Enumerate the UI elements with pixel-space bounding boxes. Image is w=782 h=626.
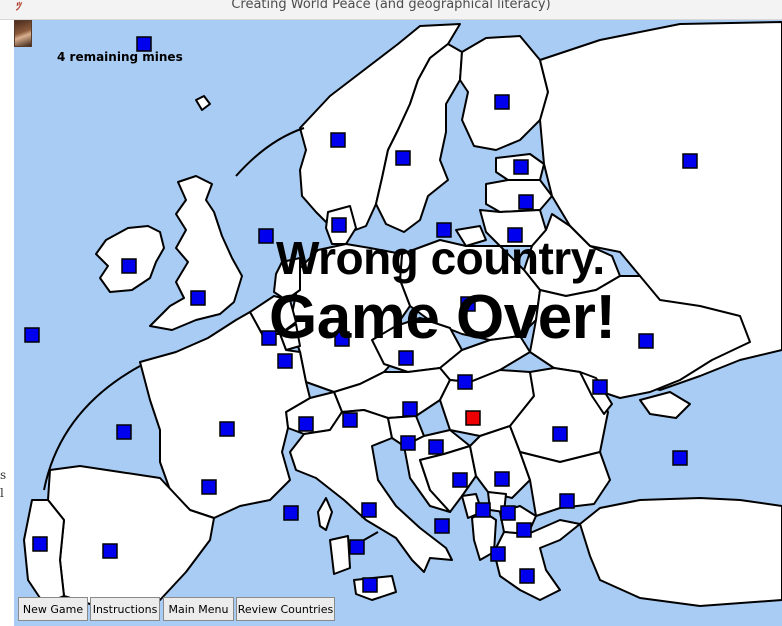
new-game-button[interactable]: New Game: [18, 597, 88, 621]
country-marker[interactable]: [518, 194, 534, 210]
country-bulgaria[interactable]: [519, 451, 611, 517]
country-marker[interactable]: [190, 290, 206, 306]
country-marker[interactable]: [24, 327, 40, 343]
title-bar: ﾂ Creating World Peace (and geographical…: [0, 0, 782, 20]
country-france[interactable]: [139, 311, 311, 519]
country-marker[interactable]: [434, 518, 450, 534]
instructions-button[interactable]: Instructions: [90, 597, 160, 621]
country-marker[interactable]: [342, 412, 358, 428]
country-marker[interactable]: [513, 159, 529, 175]
country-marker[interactable]: [330, 132, 346, 148]
country-marker[interactable]: [638, 333, 654, 349]
country-united-kingdom[interactable]: [149, 175, 243, 331]
country-poland[interactable]: [399, 239, 541, 341]
route-line-north: [235, 127, 305, 177]
country-marker[interactable]: [201, 479, 217, 495]
route-line-west: [43, 365, 141, 491]
country-marker[interactable]: [452, 472, 468, 488]
edge-glyph-2: l: [0, 486, 4, 500]
country-marker[interactable]: [398, 350, 414, 366]
player-portrait: [14, 20, 32, 47]
country-marker[interactable]: [361, 502, 377, 518]
country-marker[interactable]: [283, 505, 299, 521]
country-marker[interactable]: [494, 94, 510, 110]
country-italy[interactable]: [289, 409, 453, 573]
remaining-mines-label: 4 remaining mines: [57, 50, 183, 64]
island-corsica: [317, 497, 333, 531]
country-marker[interactable]: [121, 258, 137, 274]
country-marker[interactable]: [395, 150, 411, 166]
country-marker[interactable]: [334, 331, 350, 347]
country-marker[interactable]: [349, 539, 365, 555]
country-finland[interactable]: [459, 35, 549, 151]
country-marker[interactable]: [261, 330, 277, 346]
country-marker[interactable]: [494, 471, 510, 487]
peninsula-crimea: [639, 391, 691, 419]
window-title: Creating World Peace (and geographical l…: [231, 0, 551, 12]
country-portugal[interactable]: [23, 499, 65, 605]
europe-map: [14, 20, 782, 626]
country-marker[interactable]: [500, 505, 516, 521]
country-marker[interactable]: [362, 577, 378, 593]
country-marker[interactable]: [672, 450, 688, 466]
country-marker[interactable]: [552, 426, 568, 442]
country-marker[interactable]: [507, 227, 523, 243]
country-marker[interactable]: [277, 353, 293, 369]
country-marker[interactable]: [490, 546, 506, 562]
country-marker[interactable]: [402, 401, 418, 417]
country-sweden[interactable]: [375, 43, 463, 233]
background-window-edge: s l: [0, 20, 14, 626]
country-marker[interactable]: [298, 416, 314, 432]
country-marker[interactable]: [428, 439, 444, 455]
country-marker[interactable]: [102, 543, 118, 559]
country-marker[interactable]: [116, 424, 132, 440]
country-marker[interactable]: [436, 222, 452, 238]
main-menu-button[interactable]: Main Menu: [163, 597, 234, 621]
wrong-country-message: Wrong country.: [276, 232, 605, 284]
country-marker[interactable]: [592, 379, 608, 395]
country-marker[interactable]: [258, 228, 274, 244]
country-marker[interactable]: [475, 502, 491, 518]
hands-peace-icon: ﾂ: [15, 0, 21, 13]
game-over-message: Game Over!: [269, 283, 616, 352]
country-marker[interactable]: [519, 568, 535, 584]
marker-layer: [24, 36, 698, 593]
edge-glyph-1: s: [0, 468, 7, 482]
review-countries-button[interactable]: Review Countries: [236, 597, 335, 621]
mine-marker-hit[interactable]: [465, 410, 481, 426]
country-marker[interactable]: [136, 36, 152, 52]
country-marker[interactable]: [559, 493, 575, 509]
country-marker[interactable]: [457, 374, 473, 390]
country-marker[interactable]: [331, 217, 347, 233]
country-marker[interactable]: [32, 536, 48, 552]
country-marker[interactable]: [219, 421, 235, 437]
country-marker[interactable]: [516, 522, 532, 538]
island-faroe: [195, 95, 211, 111]
island-sardinia: [329, 535, 351, 575]
country-kaliningrad[interactable]: [455, 225, 487, 247]
country-marker[interactable]: [400, 435, 416, 451]
country-marker[interactable]: [682, 153, 698, 169]
country-marker[interactable]: [460, 296, 476, 312]
country-turkey[interactable]: [579, 497, 782, 607]
